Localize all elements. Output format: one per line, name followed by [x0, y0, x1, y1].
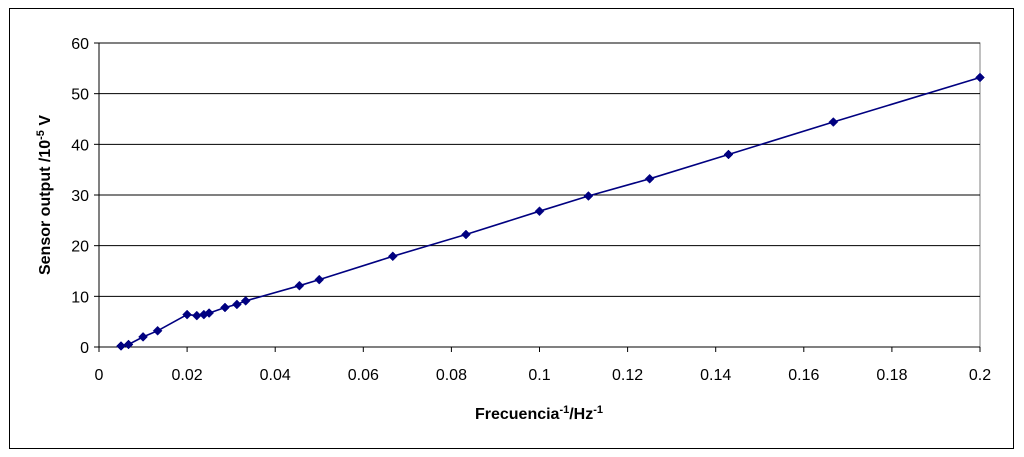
- data-point: [123, 339, 134, 350]
- data-point: [152, 325, 163, 336]
- y-tick-label: 0: [80, 340, 89, 357]
- y-axis-title: Sensor output /10-5 V: [35, 115, 54, 275]
- y-tick-label: 30: [71, 188, 89, 205]
- x-tick-label: 0: [95, 367, 104, 384]
- x-tick-label: 0.18: [876, 367, 907, 384]
- data-point: [240, 296, 251, 306]
- x-tick-label: 0.1: [528, 367, 550, 384]
- x-tick-label: 0.14: [700, 367, 731, 384]
- x-tick-label: 0.16: [788, 367, 819, 384]
- data-point: [644, 173, 655, 184]
- data-point: [583, 191, 594, 201]
- data-point: [182, 309, 192, 320]
- x-tick-label: 0.2: [969, 367, 991, 384]
- data-point: [204, 308, 214, 318]
- series-group: [116, 72, 985, 351]
- data-point: [723, 149, 734, 160]
- y-tick-label: 20: [71, 239, 89, 256]
- data-point: [534, 206, 545, 217]
- x-tick-label: 0.06: [348, 367, 379, 384]
- axes: [94, 42, 981, 352]
- data-point: [232, 299, 242, 310]
- y-tick-label: 60: [71, 36, 89, 53]
- data-point: [138, 332, 148, 342]
- data-point: [387, 251, 398, 262]
- tick-labels: 0 10 20 30 40 50 60 0 0.02 0.04 0.06 0.08 0.1 0.12 0.1…: [71, 36, 991, 384]
- x-axis-title: Frecuencia-1/Hz-1: [475, 404, 603, 423]
- x-tick-label: 0.08: [436, 367, 467, 384]
- x-tick-label: 0.02: [172, 367, 203, 384]
- y-tick-label: 40: [71, 137, 89, 154]
- x-tick-label: 0.12: [612, 367, 643, 384]
- x-tick-label: 0.04: [260, 367, 291, 384]
- data-point: [461, 229, 471, 240]
- data-point: [294, 280, 305, 291]
- y-tick-label: 50: [71, 87, 89, 104]
- data-point: [314, 274, 325, 285]
- data-point: [220, 302, 230, 313]
- data-point: [975, 72, 985, 83]
- data-point: [828, 117, 839, 127]
- y-tick-label: 10: [71, 289, 89, 306]
